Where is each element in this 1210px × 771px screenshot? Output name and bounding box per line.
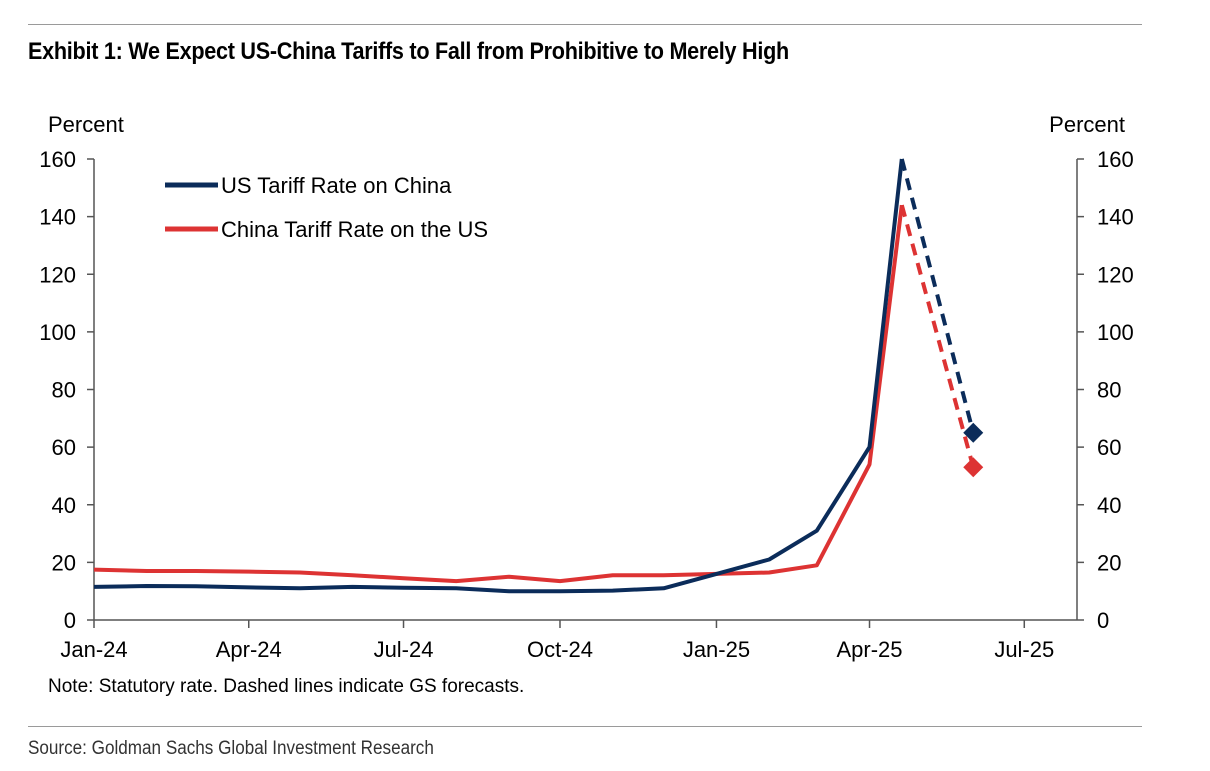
left-y-tick-label: 160 — [39, 147, 76, 172]
forecast-line-us-tariff-rate-on-china — [899, 158, 976, 434]
right-y-tick-label: 80 — [1097, 378, 1121, 403]
series-line-china-tariff-rate-on-the-us — [93, 204, 904, 584]
left-y-tick-label: 80 — [52, 378, 76, 403]
left-y-tick-label: 100 — [39, 320, 76, 345]
legend-label: China Tariff Rate on the US — [221, 217, 488, 242]
x-tick-label: Oct-24 — [527, 637, 593, 662]
forecast-point-us-tariff-rate-on-china — [963, 422, 984, 443]
bottom-rule — [28, 726, 1142, 727]
right-y-tick-label: 20 — [1097, 550, 1121, 575]
right-y-tick-label: 120 — [1097, 262, 1134, 287]
x-tick-label: Jan-25 — [683, 637, 750, 662]
left-y-tick-label: 60 — [52, 435, 76, 460]
right-y-tick-label: 40 — [1097, 493, 1121, 518]
x-tick-label: Jan-24 — [60, 637, 127, 662]
left-y-tick-label: 0 — [64, 608, 76, 633]
top-rule — [28, 24, 1142, 25]
series-line-us-tariff-rate-on-china — [93, 158, 904, 594]
forecast-point-china-tariff-rate-on-the-us — [963, 457, 984, 478]
right-y-tick-label: 100 — [1097, 320, 1134, 345]
x-tick-label: Jul-24 — [374, 637, 434, 662]
left-y-tick-label: 20 — [52, 550, 76, 575]
x-tick-label: Jul-25 — [994, 637, 1054, 662]
right-y-tick-label: 140 — [1097, 205, 1134, 230]
right-y-tick-label: 160 — [1097, 147, 1134, 172]
left-y-tick-label: 120 — [39, 262, 76, 287]
right-y-tick-label: 0 — [1097, 608, 1109, 633]
left-y-tick-label: 40 — [52, 493, 76, 518]
legend: US Tariff Rate on China China Tariff Rate… — [165, 173, 488, 242]
right-y-tick-label: 60 — [1097, 435, 1121, 460]
x-tick-label: Apr-25 — [836, 637, 902, 662]
left-y-tick-label: 140 — [39, 205, 76, 230]
left-y-axis-label: Percent — [48, 112, 124, 137]
forecast-line-china-tariff-rate-on-the-us — [899, 204, 976, 468]
right-y-axis-label: Percent — [1049, 112, 1125, 137]
legend-label: US Tariff Rate on China — [221, 173, 452, 198]
chart-title: Exhibit 1: We Expect US-China Tariffs to… — [28, 38, 789, 65]
chart-note: Note: Statutory rate. Dashed lines indic… — [48, 676, 525, 697]
axes: Percent Percent 0 0 20 20 40 40 60 60 80 80 100 100 12… — [39, 112, 1133, 662]
series-lines — [93, 158, 984, 594]
x-tick-label: Apr-24 — [216, 637, 282, 662]
source-line: Source: Goldman Sachs Global Investment … — [28, 738, 434, 759]
